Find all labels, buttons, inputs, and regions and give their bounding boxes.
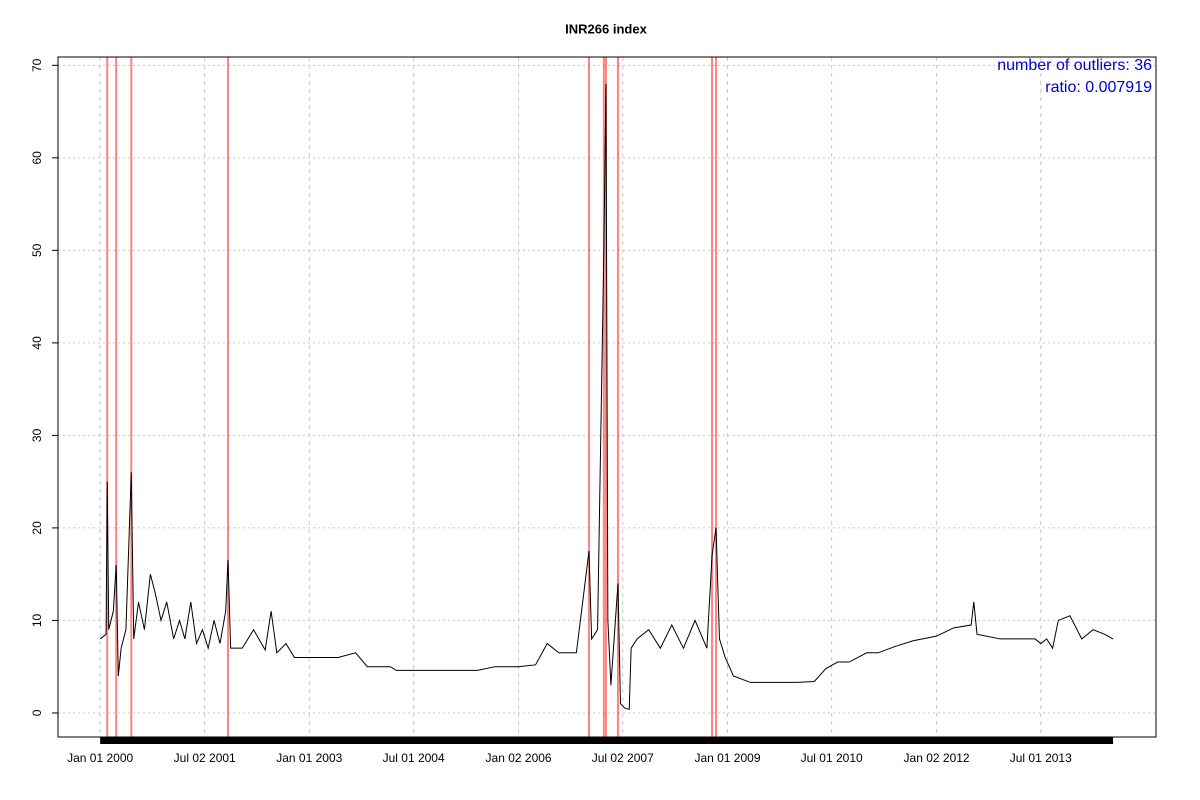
x-tick-label: Jan 02 2006: [486, 751, 552, 765]
annotation: number of outliers: 36: [997, 57, 1152, 74]
x-tick-label: Jul 01 2004: [383, 751, 445, 765]
x-axis-bar: [100, 737, 1114, 744]
y-tick-label: 40: [30, 336, 44, 350]
annotation: ratio: 0.007919: [1045, 79, 1152, 96]
y-tick-label: 50: [30, 243, 44, 257]
x-tick-label: Jul 02 2007: [592, 751, 654, 765]
y-tick-label: 20: [30, 521, 44, 535]
y-tick-label: 60: [30, 151, 44, 165]
x-tick-label: Jul 01 2013: [1010, 751, 1072, 765]
plot-frame: [57, 56, 1157, 738]
y-tick-label: 10: [30, 613, 44, 627]
y-tick-label: 70: [30, 58, 44, 72]
x-tick-label: Jul 01 2010: [801, 751, 863, 765]
x-tick-label: Jul 02 2001: [174, 751, 236, 765]
x-tick-label: Jan 01 2009: [694, 751, 760, 765]
series-line: [99, 83, 1114, 710]
x-tick-label: Jan 02 2012: [904, 751, 970, 765]
y-tick-label: 30: [30, 428, 44, 442]
chart-title: INR266 index: [565, 21, 647, 36]
x-tick-label: Jan 01 2003: [276, 751, 342, 765]
x-tick-label: Jan 01 2000: [67, 751, 133, 765]
y-tick-label: 0: [30, 709, 44, 716]
